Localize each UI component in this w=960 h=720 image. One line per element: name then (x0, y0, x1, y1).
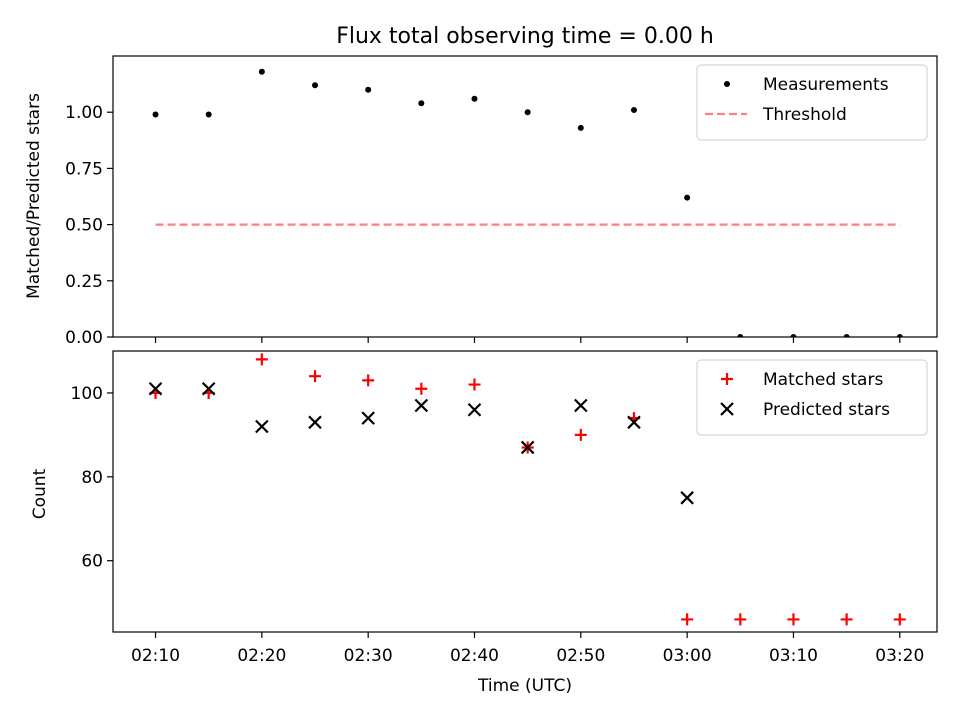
predicted-star-point (467, 402, 482, 417)
predicted-star-point (361, 411, 375, 425)
predicted-star-point (627, 415, 641, 430)
y-tick-label: 0.50 (65, 216, 103, 236)
bottom-panel-counts: 60 80 100 02:10 02:20 02:30 02:40 02:50 03:00 03:… (71, 350, 938, 666)
legend-entry: Threshold (762, 105, 847, 125)
x-tick-label: 03:20 (875, 646, 924, 666)
measurement-point (524, 109, 531, 116)
top-y-axis-label: Matched/Predicted stars (24, 93, 44, 299)
measurement-point (577, 124, 584, 131)
legend-swatch (724, 81, 730, 87)
predicted-star-point (680, 491, 694, 505)
matched-star-point (415, 382, 428, 395)
chart-title: Flux total observing time = 0.00 h (336, 24, 714, 49)
measurement-point (152, 111, 159, 118)
measurement-point (737, 334, 744, 337)
matched-star-point (362, 374, 375, 387)
y-tick-label: 80 (81, 468, 103, 488)
predicted-star-point (414, 398, 429, 413)
y-tick-label: 0.25 (65, 272, 103, 292)
matched-star-point (893, 613, 906, 626)
legend-entry: Matched stars (763, 370, 883, 390)
matched-star-point (255, 353, 268, 366)
x-tick-label: 02:10 (131, 646, 180, 666)
measurement-point (365, 86, 372, 93)
x-tick-label: 02:20 (237, 646, 286, 666)
predicted-star-point (308, 415, 322, 430)
x-tick-label: 02:50 (556, 646, 605, 666)
predicted-star-point (574, 398, 588, 413)
predicted-star-point (520, 440, 535, 455)
measurement-point (684, 194, 691, 201)
legend-box (696, 64, 928, 141)
bottom-y-axis-label: Count (30, 468, 50, 519)
x-axis-label: Time (UTC) (477, 676, 572, 696)
matched-star-point (468, 378, 481, 391)
measurement-point (843, 334, 850, 337)
y-tick-label: 1.00 (65, 103, 103, 123)
x-tick-label: 02:30 (344, 646, 393, 666)
matched-star-point (787, 613, 800, 626)
y-tick-label: 0.00 (65, 328, 103, 348)
predicted-star-point (201, 381, 216, 396)
y-tick-label: 60 (81, 552, 103, 572)
legend-swatch (720, 402, 734, 416)
matched-star-point (681, 613, 694, 626)
legend-entry: Predicted stars (763, 400, 890, 420)
legend-box (696, 359, 928, 436)
matched-star-point (734, 613, 747, 626)
data-marks (148, 353, 906, 626)
data-marks (152, 68, 903, 337)
measurement-point (471, 95, 478, 102)
matched-star-point (840, 613, 853, 626)
plot-frame (112, 350, 938, 633)
measurement-point (418, 100, 425, 107)
predicted-star-point (148, 381, 163, 396)
plot-frame (112, 55, 938, 338)
y-tick-label: 0.75 (65, 159, 103, 179)
measurement-point (312, 82, 319, 89)
predicted-star-point (255, 419, 269, 434)
measurement-point (896, 334, 903, 337)
legend-entry: Measurements (763, 75, 889, 95)
top-panel-ratio: 0.00 0.25 0.50 0.75 1.00 Measurements Threshol… (65, 55, 938, 348)
matched-star-point (309, 370, 322, 383)
measurement-point (790, 334, 797, 337)
matched-star-point (574, 428, 587, 441)
x-tick-label: 02:40 (450, 646, 499, 666)
y-tick-label: 100 (71, 384, 103, 404)
legend-swatch (721, 373, 733, 385)
x-tick-label: 03:00 (663, 646, 712, 666)
measurement-point (630, 106, 637, 113)
x-tick-label: 03:10 (769, 646, 818, 666)
measurement-point (205, 111, 212, 118)
measurement-point (258, 68, 265, 75)
